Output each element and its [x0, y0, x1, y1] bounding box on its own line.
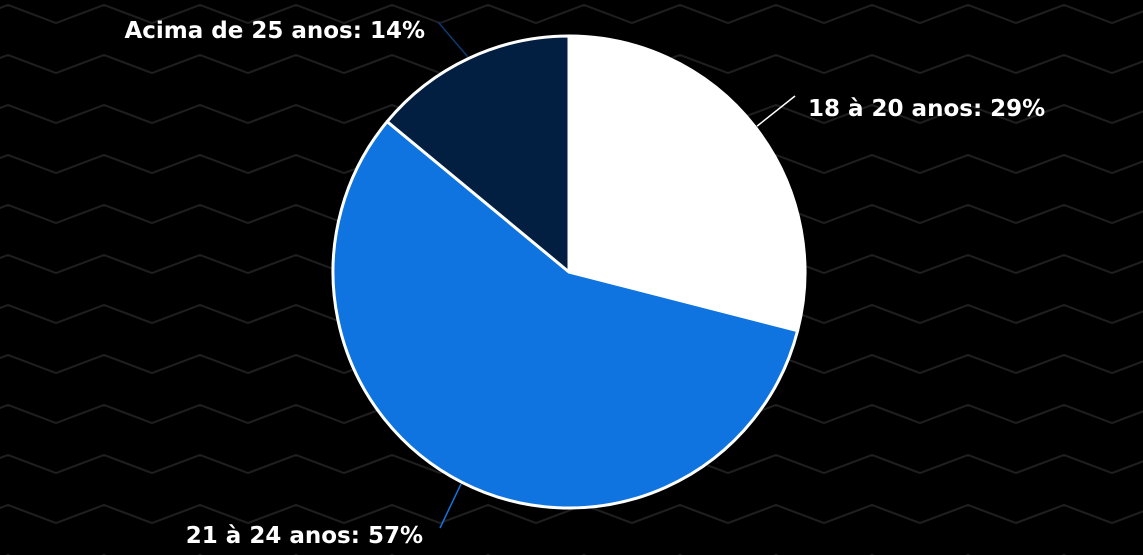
leader-line-25-plus — [437, 21, 469, 58]
pie-slices — [331, 34, 807, 510]
pie-slice-25-plus — [385, 34, 571, 274]
leader-lines — [437, 21, 796, 529]
slice-label-21-24: 21 à 24 anos: 57% — [186, 523, 423, 549]
zigzag-line — [0, 3, 1143, 25]
zigzag-line — [0, 503, 1143, 525]
pie-slice-21-24 — [331, 120, 800, 510]
leader-line-21-24 — [439, 483, 462, 529]
slice-label-25-plus: Acima de 25 anos: 14% — [124, 18, 425, 44]
slice-labels: 18 à 20 anos: 29% 21 à 24 anos: 57% Acim… — [124, 18, 1045, 549]
leader-line-18-20 — [756, 95, 796, 127]
pie-slice-18-20 — [567, 34, 807, 333]
slice-label-18-20: 18 à 20 anos: 29% — [808, 96, 1045, 122]
